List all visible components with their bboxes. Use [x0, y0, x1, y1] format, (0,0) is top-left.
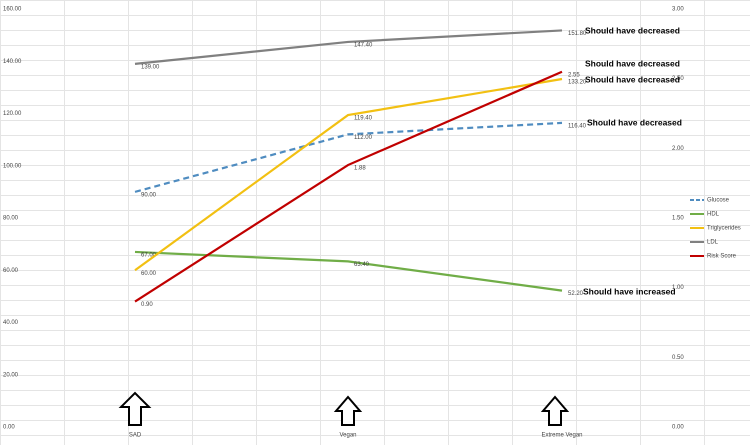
annotation: Should have increased — [583, 286, 676, 296]
up-arrow — [540, 395, 570, 426]
data-label: 63.40 — [354, 262, 370, 268]
annotation: Should have decreased — [585, 74, 680, 84]
data-label: 90.00 — [141, 192, 157, 198]
y2-tick-label: 1.50 — [672, 216, 684, 222]
x-tick-label: SAD — [129, 433, 142, 439]
y2-tick-label: 1.00 — [672, 285, 684, 291]
x-tick-label: Extreme Vegan — [541, 433, 582, 439]
y2-tick-label: 2.50 — [672, 76, 684, 82]
up-arrow — [333, 395, 363, 426]
series-line — [134, 29, 563, 65]
y2-tick-label: 0.00 — [672, 425, 684, 431]
y-tick-label: 140.00 — [3, 59, 22, 65]
y-tick-label: 20.00 — [3, 372, 19, 378]
annotation: Should have decreased — [585, 25, 680, 35]
data-label: 151.80 — [568, 31, 587, 37]
data-label: 2.55 — [568, 72, 580, 78]
series-line — [134, 70, 563, 303]
y2-tick-label: 2.00 — [672, 146, 684, 152]
data-label: 119.40 — [354, 116, 373, 122]
data-label: 52.20 — [568, 291, 584, 297]
legend-label: Glucose — [707, 198, 730, 204]
y-tick-label: 120.00 — [3, 111, 22, 117]
y2-tick-label: 0.50 — [672, 355, 684, 361]
data-label: 112.00 — [354, 135, 373, 141]
data-label: 147.40 — [354, 42, 373, 48]
y-tick-label: 60.00 — [3, 268, 19, 274]
data-label: 1.88 — [354, 166, 366, 172]
legend-label: HDL — [707, 212, 720, 218]
annotation: Should have decreased — [587, 117, 682, 127]
y-tick-label: 100.00 — [3, 163, 22, 169]
data-label: 60.00 — [141, 271, 157, 277]
x-tick-label: Vegan — [339, 433, 356, 439]
y2-tick-label: 3.00 — [672, 7, 684, 13]
y-tick-label: 80.00 — [3, 216, 19, 222]
up-arrow — [118, 391, 152, 426]
data-label: 67.00 — [141, 253, 157, 259]
legend-label: LDL — [707, 240, 719, 246]
series-line — [134, 77, 563, 272]
data-label: 116.40 — [568, 123, 587, 129]
legend-label: Risk Score — [707, 254, 737, 260]
y-tick-label: 40.00 — [3, 320, 19, 326]
y-tick-label: 0.00 — [3, 425, 15, 431]
series-line — [134, 250, 563, 292]
y-tick-label: 160.00 — [3, 7, 22, 13]
annotation: Should have decreased — [585, 58, 680, 68]
data-label: 133.20 — [568, 80, 587, 86]
legend-label: Triglycerides — [707, 226, 741, 232]
arrows — [118, 391, 570, 426]
data-label: 0.90 — [141, 302, 153, 308]
series-line — [134, 121, 563, 193]
data-label: 139.00 — [141, 64, 160, 70]
